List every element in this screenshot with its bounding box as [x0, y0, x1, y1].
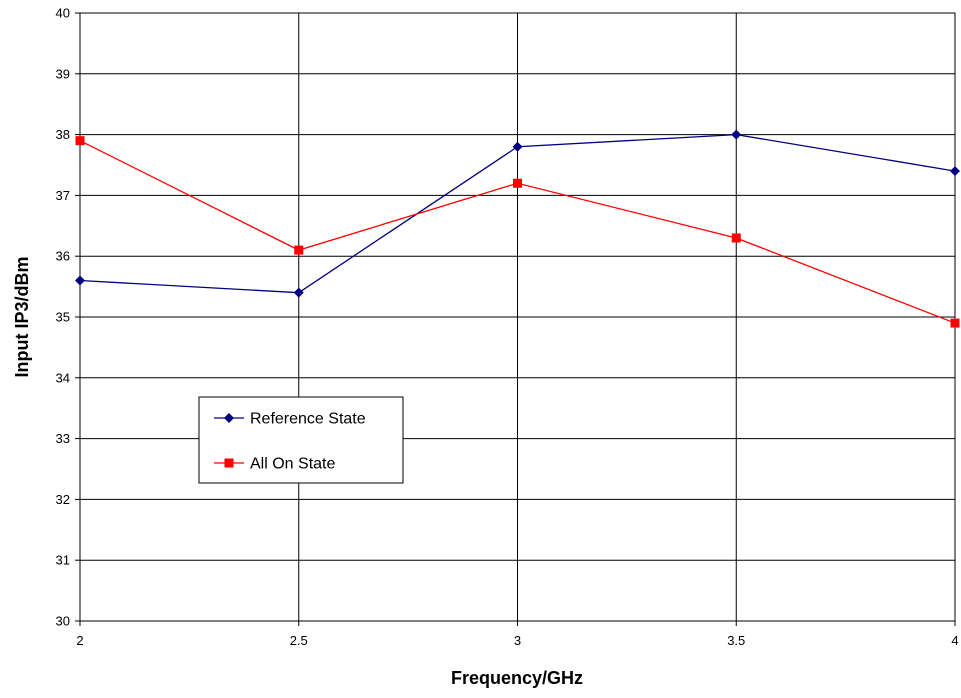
y-tick-label: 38	[56, 127, 70, 142]
legend-item-reference-state: Reference State	[214, 411, 366, 428]
y-axis-title: Input IP3/dBm	[12, 257, 32, 378]
x-tick-label: 4	[951, 633, 958, 648]
y-tick-label: 39	[56, 66, 70, 81]
data-point-all-on-state	[950, 318, 960, 328]
legend: Reference State All On State	[198, 396, 404, 484]
legend-marker	[224, 413, 234, 423]
data-point-reference-state	[293, 287, 304, 298]
y-axis-ticks: 30 31 32 33 34 35 36 37 38 39 40	[56, 6, 80, 629]
data-point-reference-state	[731, 129, 742, 140]
x-axis-title: Frequency/GHz	[451, 668, 583, 688]
x-tick-label: 2.5	[290, 633, 308, 648]
legend-label: Reference State	[250, 411, 366, 428]
x-tick-label: 2	[76, 633, 83, 648]
series-all-on-state	[75, 136, 960, 328]
series-reference-state	[75, 129, 960, 298]
y-tick-label: 30	[56, 614, 70, 629]
x-axis-ticks: 2 2.5 3 3.5 4	[76, 621, 959, 648]
legend-marker	[224, 458, 234, 468]
y-tick-label: 32	[56, 492, 70, 507]
legend-box	[198, 396, 404, 484]
data-point-all-on-state	[513, 178, 522, 188]
legend-label: All On State	[250, 456, 335, 473]
y-tick-label: 31	[56, 553, 70, 568]
data-point-all-on-state	[294, 245, 304, 255]
y-tick-label: 37	[56, 188, 70, 203]
y-tick-label: 40	[56, 6, 70, 21]
data-point-reference-state	[75, 275, 85, 286]
y-tick-label: 36	[56, 249, 70, 264]
data-point-all-on-state	[731, 233, 741, 243]
x-tick-label: 3	[514, 633, 521, 648]
data-point-reference-state	[512, 141, 523, 152]
data-point-reference-state	[950, 166, 960, 177]
data-point-all-on-state	[75, 136, 85, 146]
x-tick-label: 3.5	[727, 633, 745, 648]
y-tick-label: 33	[56, 431, 70, 446]
legend-item-all-on-state: All On State	[214, 456, 335, 473]
y-tick-label: 35	[56, 310, 70, 325]
y-tick-label: 34	[56, 370, 70, 385]
series-group	[75, 129, 960, 328]
